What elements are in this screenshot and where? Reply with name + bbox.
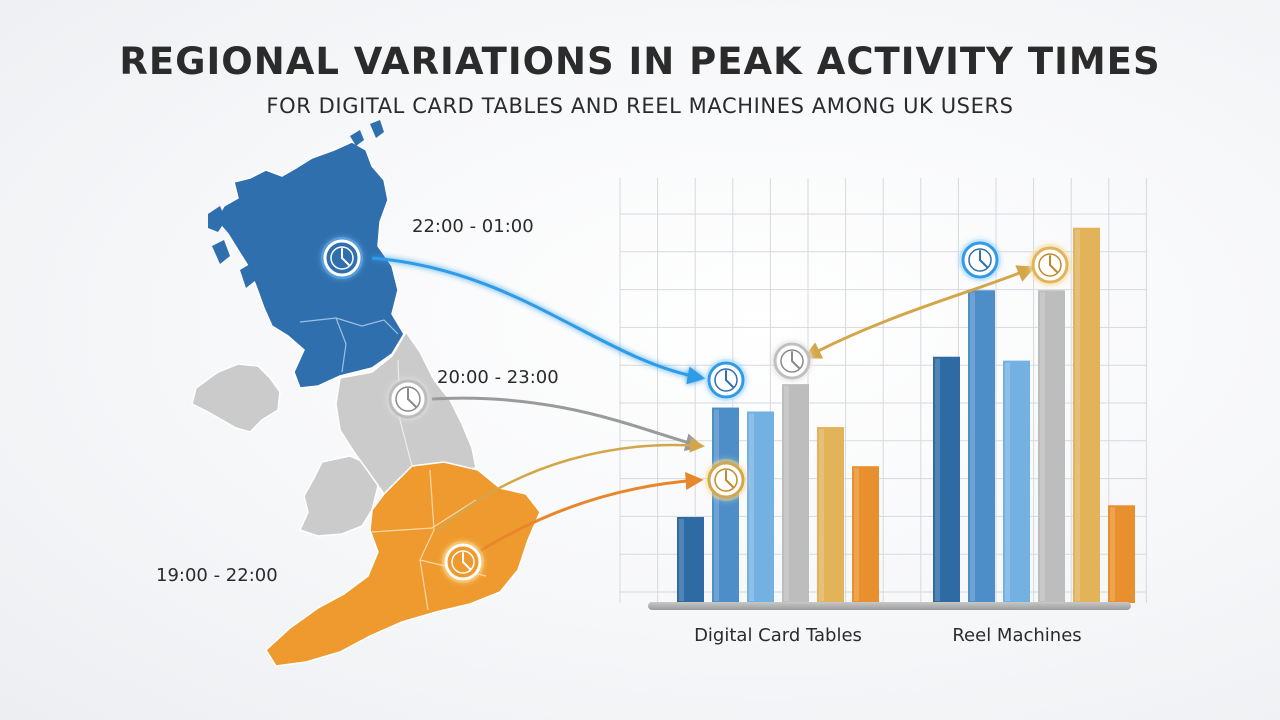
bar-highlight: [679, 519, 684, 601]
bar-digital-card-tables-3: [782, 384, 809, 603]
clock-icon-chart-blue: [705, 359, 747, 401]
bar-highlight: [714, 409, 719, 601]
bar-highlight: [935, 358, 940, 601]
connector-arrows: [371, 256, 1036, 558]
clock-icon-chart-grey: [771, 340, 813, 382]
bar-reel-machines-4: [1073, 227, 1100, 603]
map-region-islands: [240, 264, 256, 288]
bar-highlight: [854, 468, 859, 601]
chart-bars: [677, 227, 1135, 603]
page-subtitle: FOR DIGITAL CARD TABLES AND REEL MACHINE…: [266, 94, 1014, 118]
clock-icon-southern-england: [442, 541, 484, 583]
bar-highlight: [1005, 362, 1010, 601]
map-border-line: [299, 317, 399, 335]
time-label-southern-england: 19:00 - 22:00: [156, 565, 278, 586]
arrow-reel-gold: [803, 265, 1036, 359]
bar-highlight: [1110, 507, 1115, 601]
clock-icon-reel-blue: [959, 239, 1001, 281]
bar-highlight: [784, 386, 789, 601]
arrow-southern-orange: [471, 471, 704, 558]
bar-highlight: [970, 292, 975, 601]
clock-icon-northern-england: [386, 377, 430, 421]
map-region-islands: [370, 120, 384, 138]
bar-highlight: [819, 429, 824, 601]
map-region-southern-england: [265, 461, 541, 667]
map-region-scotland: [215, 141, 405, 389]
bar-digital-card-tables-1: [712, 407, 739, 603]
chart-base: [648, 602, 1131, 610]
arrow-northern-england: [431, 396, 704, 451]
x-tick-label: Reel Machines: [952, 625, 1081, 646]
bar-highlight: [1040, 292, 1045, 601]
time-label-scotland: 22:00 - 01:00: [412, 216, 534, 237]
bar-digital-card-tables-0: [677, 517, 704, 603]
map-region-islands: [212, 240, 230, 264]
bar-digital-card-tables-4: [817, 427, 844, 603]
map-region-ireland: [191, 363, 281, 433]
bar-reel-machines-0: [933, 356, 960, 603]
bar-highlight: [749, 413, 754, 601]
x-tick-label: Digital Card Tables: [694, 625, 862, 646]
page-title: REGIONAL VARIATIONS IN PEAK ACTIVITY TIM…: [119, 40, 1161, 83]
bar-reel-machines-5: [1108, 505, 1135, 603]
arrow-southern-gold: [437, 437, 705, 531]
time-label-northern-england: 20:00 - 23:00: [437, 367, 559, 388]
map-region-islands: [350, 130, 364, 146]
map-border-line: [419, 469, 435, 611]
clock-icon-chart-gold: [705, 459, 747, 501]
bar-reel-machines-2: [1003, 360, 1030, 603]
clock-icon-scotland: [321, 237, 363, 279]
map-border-line: [335, 317, 347, 373]
bar-digital-card-tables-5: [852, 466, 879, 603]
clock-icon-reel-gold: [1029, 244, 1071, 286]
bar-highlight: [1075, 229, 1080, 601]
bar-digital-card-tables-2: [747, 411, 774, 603]
map-border-line: [371, 499, 477, 533]
arrow-scotland: [371, 256, 706, 385]
bar-reel-machines-3: [1038, 290, 1065, 603]
uk-map: [191, 120, 541, 667]
map-region-islands: [208, 206, 226, 232]
